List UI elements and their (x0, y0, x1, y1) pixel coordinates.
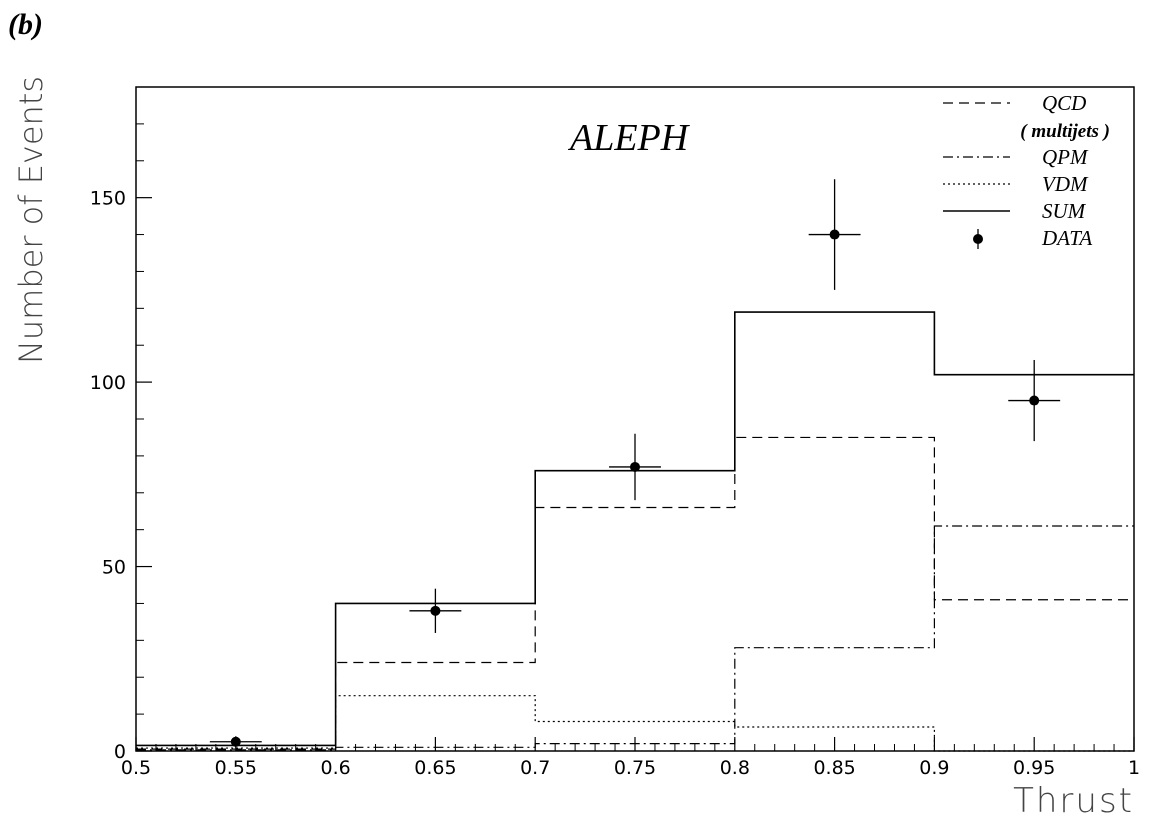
legend-label: QCD (1042, 91, 1086, 115)
legend: QCD ( multijets ) QPM VDM SUM DATA (943, 91, 1110, 250)
plot-frame (135, 86, 1135, 752)
legend-label: QPM (1042, 145, 1089, 169)
y-tick-label: 100 (90, 372, 126, 394)
x-tick-label: 1 (1128, 757, 1140, 779)
x-tick-label: 0.65 (414, 757, 456, 779)
x-tick-label: 0.95 (1013, 757, 1055, 779)
x-axis-label: Thrust (1013, 781, 1134, 820)
chart-title: ALEPH (567, 117, 691, 159)
data-point (1029, 395, 1040, 406)
x-tick-label: 0.8 (720, 757, 750, 779)
series-qpm-line (136, 525, 1134, 751)
data-point (630, 461, 640, 472)
x-tick-label: 0.6 (320, 757, 350, 779)
x-axis: 0.5 0.55 0.6 0.65 0.7 0.75 0.8 0.85 0.9 0.95 1 (121, 737, 1140, 779)
y-axis-label: Number of Events (12, 76, 50, 364)
series-layer (136, 311, 1134, 752)
panel-label: (b) (8, 8, 43, 41)
legend-label: SUM (1042, 199, 1087, 223)
x-tick-label: 0.9 (919, 757, 949, 779)
x-tick-label: 0.85 (813, 757, 855, 779)
series-sum-line (136, 311, 1134, 747)
data-point (829, 229, 840, 240)
data-point (230, 736, 241, 747)
legend-label: VDM (1042, 172, 1089, 196)
legend-label: DATA (1041, 226, 1092, 250)
x-tick-label: 0.75 (614, 757, 656, 779)
y-tick-label: 50 (102, 557, 126, 579)
data-point (430, 605, 441, 616)
y-axis: 0 50 100 150 (90, 123, 152, 763)
y-tick-label: 150 (90, 188, 126, 210)
y-tick-label: 0 (114, 741, 126, 763)
legend-data-marker (973, 234, 983, 244)
x-tick-label: 0.5 (121, 757, 151, 779)
x-tick-label: 0.7 (520, 757, 550, 779)
data-points (209, 179, 1061, 748)
x-tick-label: 0.55 (215, 757, 257, 779)
legend-label: ( multijets ) (1020, 121, 1110, 142)
